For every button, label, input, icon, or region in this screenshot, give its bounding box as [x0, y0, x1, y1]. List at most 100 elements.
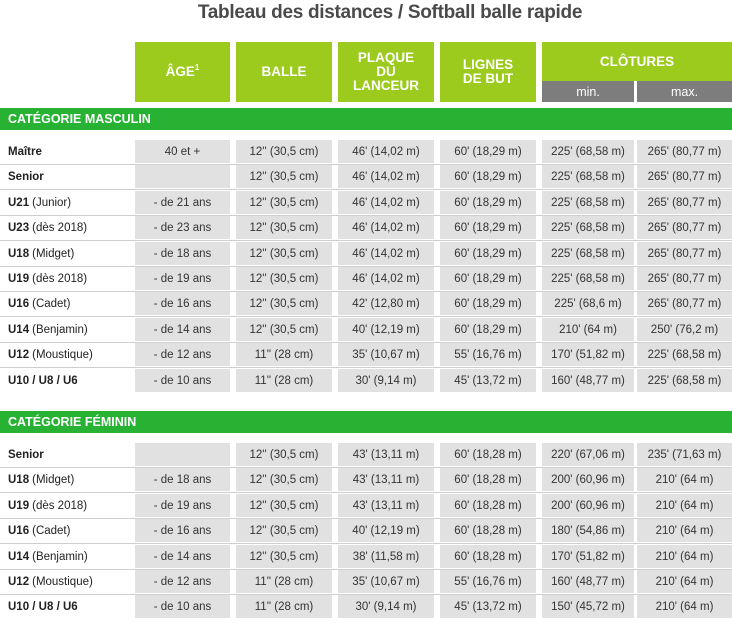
cell-min: 220' (67,06 m) — [542, 443, 634, 466]
cell-max: 210' (64 m) — [637, 570, 732, 593]
row-label: Senior — [8, 443, 47, 466]
cell-max: 210' (64 m) — [637, 519, 732, 542]
cell-plaque: 40' (12,19 m) — [338, 519, 434, 542]
row-divider — [0, 240, 732, 241]
cell-max: 250' (76,2 m) — [637, 318, 732, 341]
table-row: Maître 40 et + 12'' (30,5 cm) 46' (14,02 m)… — [0, 140, 732, 163]
cell-balle: 12'' (30,5 cm) — [236, 216, 332, 239]
cell-max: 265' (80,77 m) — [637, 242, 732, 265]
table-row: U12 (Moustique) - de 12 ans 11'' (28 cm) 35'… — [0, 570, 732, 593]
row-category-name: U10 / U8 / U6 — [8, 600, 78, 613]
cell-max: 265' (80,77 m) — [637, 292, 732, 315]
cell-max: 210' (64 m) — [637, 494, 732, 517]
cell-balle: 12'' (30,5 cm) — [236, 468, 332, 491]
row-category-note: (Cadet) — [32, 297, 71, 310]
cell-age: - de 18 ans — [135, 468, 230, 491]
row-category-note: (Junior) — [32, 196, 72, 209]
cell-balle: 12'' (30,5 cm) — [236, 545, 332, 568]
cell-min: 225' (68,58 m) — [542, 242, 634, 265]
cell-lignes: 60' (18,28 m) — [440, 443, 536, 466]
cell-max: 265' (80,77 m) — [637, 216, 732, 239]
cell-min: 225' (68,58 m) — [542, 165, 634, 188]
cell-min: 225' (68,58 m) — [542, 140, 634, 163]
table-row: U10 / U8 / U6 - de 10 ans 11'' (28 cm) 30' … — [0, 595, 732, 618]
row-label: U10 / U8 / U6 — [8, 369, 81, 392]
cell-age: - de 23 ans — [135, 216, 230, 239]
row-category-note: (Moustique) — [32, 348, 93, 361]
row-category-name: Maître — [8, 145, 42, 158]
cell-age: - de 19 ans — [135, 267, 230, 290]
cell-min: 225' (68,6 m) — [542, 292, 634, 315]
cell-lignes: 60' (18,29 m) — [440, 191, 536, 214]
cell-lignes: 60' (18,29 m) — [440, 318, 536, 341]
cell-balle: 12'' (30,5 cm) — [236, 494, 332, 517]
row-category-name: U12 — [8, 575, 30, 588]
header-max: max. — [637, 81, 732, 102]
table-row: U14 (Benjamin) - de 14 ans 12'' (30,5 cm) 40… — [0, 318, 732, 341]
row-divider — [0, 492, 732, 493]
cell-age: - de 19 ans — [135, 494, 230, 517]
cell-balle: 12'' (30,5 cm) — [236, 242, 332, 265]
cell-age: - de 18 ans — [135, 242, 230, 265]
cell-age: - de 14 ans — [135, 318, 230, 341]
row-label: U18 (Midget) — [8, 242, 74, 265]
row-category-name: U21 — [8, 196, 30, 209]
cell-plaque: 42' (12,80 m) — [338, 292, 434, 315]
table-row: U12 (Moustique) - de 12 ans 11'' (28 cm) 35'… — [0, 343, 732, 366]
cell-plaque: 43' (13,11 m) — [338, 494, 434, 517]
cell-min: 180' (54,86 m) — [542, 519, 634, 542]
cell-balle: 12'' (30,5 cm) — [236, 140, 332, 163]
row-label: U16 (Cadet) — [8, 292, 70, 315]
cell-lignes: 60' (18,29 m) — [440, 140, 536, 163]
cell-plaque: 43' (13,11 m) — [338, 443, 434, 466]
cell-age: - de 10 ans — [135, 595, 230, 618]
table-row: U19 (dès 2018) - de 19 ans 12'' (30,5 cm) 46… — [0, 267, 732, 290]
cell-balle: 11'' (28 cm) — [236, 570, 332, 593]
row-category-note: (Benjamin) — [32, 323, 88, 336]
row-category-note: (Cadet) — [32, 524, 71, 537]
header-age: ÂGE 1 — [135, 42, 230, 102]
row-divider — [0, 569, 732, 570]
row-label: U23 (dès 2018) — [8, 216, 87, 239]
row-label: U18 (Midget) — [8, 468, 74, 491]
row-category-name: U14 — [8, 323, 30, 336]
cell-lignes: 45' (13,72 m) — [440, 369, 536, 392]
cell-lignes: 60' (18,29 m) — [440, 216, 536, 239]
cell-max: 225' (68,58 m) — [637, 343, 732, 366]
row-category-name: U16 — [8, 524, 30, 537]
header-age-label: ÂGE — [165, 64, 195, 79]
category-header: CATÉGORIE FÉMININ — [0, 411, 732, 433]
row-category-name: U16 — [8, 297, 30, 310]
cell-balle: 11'' (28 cm) — [236, 595, 332, 618]
cell-plaque: 46' (14,02 m) — [338, 267, 434, 290]
cell-min: 225' (68,58 m) — [542, 216, 634, 239]
cell-max: 235' (71,63 m) — [637, 443, 732, 466]
cell-age: - de 16 ans — [135, 519, 230, 542]
row-divider — [0, 164, 732, 165]
row-divider — [0, 467, 732, 468]
row-category-note: (Midget) — [32, 473, 75, 486]
row-category-name: U19 — [8, 272, 30, 285]
row-divider — [0, 594, 732, 595]
cell-min: 225' (68,58 m) — [542, 267, 634, 290]
cell-plaque: 43' (13,11 m) — [338, 468, 434, 491]
category-header: CATÉGORIE MASCULIN — [0, 108, 732, 130]
cell-min: 170' (51,82 m) — [542, 545, 634, 568]
row-label: U12 (Moustique) — [8, 343, 93, 366]
cell-plaque: 40' (12,19 m) — [338, 318, 434, 341]
row-category-note: (dès 2018) — [32, 272, 88, 285]
row-category-note: (Benjamin) — [32, 550, 88, 563]
row-category-name: U10 / U8 / U6 — [8, 374, 78, 387]
cell-max: 265' (80,77 m) — [637, 267, 732, 290]
cell-age: 40 et + — [135, 140, 230, 163]
table-row: U18 (Midget) - de 18 ans 12'' (30,5 cm) 46' … — [0, 242, 732, 265]
row-label: U19 (dès 2018) — [8, 494, 87, 517]
row-divider — [0, 316, 732, 317]
cell-plaque: 46' (14,02 m) — [338, 165, 434, 188]
row-divider — [0, 215, 732, 216]
row-category-name: U14 — [8, 550, 30, 563]
cell-age: - de 14 ans — [135, 545, 230, 568]
row-label: Maître — [8, 140, 45, 163]
cell-plaque: 46' (14,02 m) — [338, 140, 434, 163]
cell-age — [135, 165, 230, 188]
